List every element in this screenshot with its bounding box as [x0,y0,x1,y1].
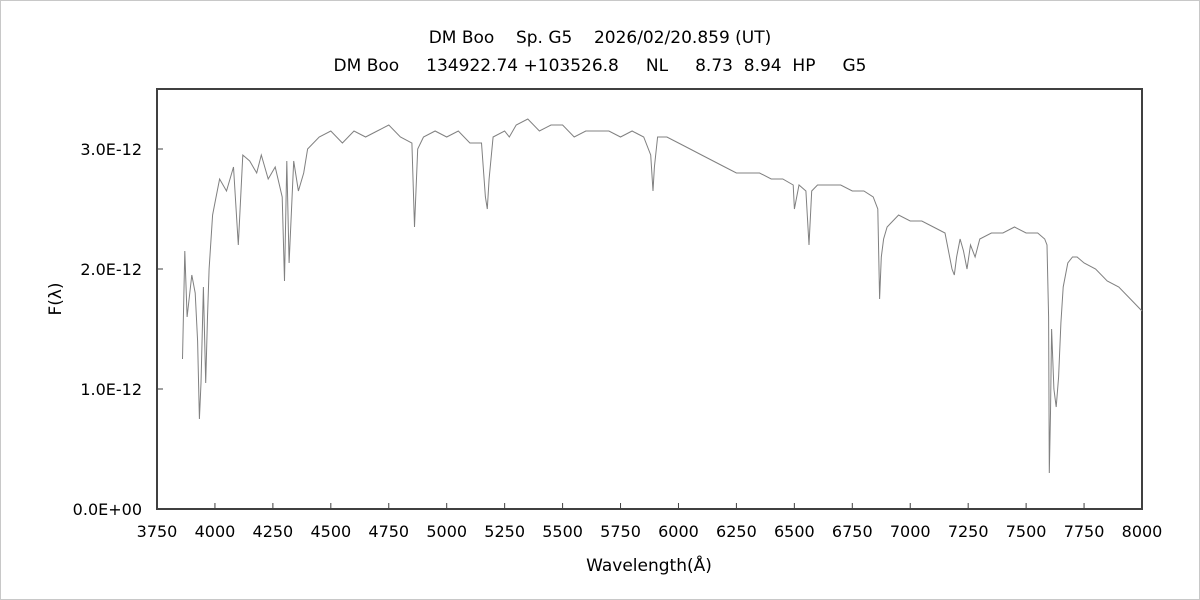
spectrum-line [182,118,1143,474]
x-tick-label: 5750 [600,522,641,541]
y-tick-label: 1.0E-12 [80,380,142,399]
x-tick-label: 3750 [137,522,178,541]
x-tick-label: 6500 [774,522,815,541]
x-tick-label: 6000 [658,522,699,541]
x-axis-label: Wavelength(Å) [586,554,712,576]
y-tick-label: 0.0E+00 [73,500,142,519]
x-tick-label: 5500 [542,522,583,541]
y-axis-label: F(λ) [46,282,66,315]
x-tick-label: 5250 [484,522,525,541]
x-tick-label: 7000 [890,522,931,541]
x-tick-label: 8000 [1122,522,1163,541]
x-tick-label: 4000 [195,522,236,541]
y-tick-label: 2.0E-12 [80,260,142,279]
x-tick-label: 6250 [716,522,757,541]
chart-title: DM Boo Sp. G5 2026/02/20.859 (UT) [428,28,772,48]
x-tick-label: 7500 [1006,522,1047,541]
x-tick-label: 4250 [253,522,294,541]
x-tick-label: 5000 [426,522,467,541]
x-tick-label: 4500 [310,522,351,541]
x-tick-label: 4750 [368,522,409,541]
chart-subtitle: DM Boo 134922.74 +103526.8 NL 8.73 8.94 … [333,56,867,76]
x-tick-label: 7750 [1064,522,1105,541]
x-tick-label: 7250 [948,522,989,541]
x-tick-label: 6750 [832,522,873,541]
plot-area [156,88,1143,510]
y-tick-label: 3.0E-12 [80,140,142,159]
